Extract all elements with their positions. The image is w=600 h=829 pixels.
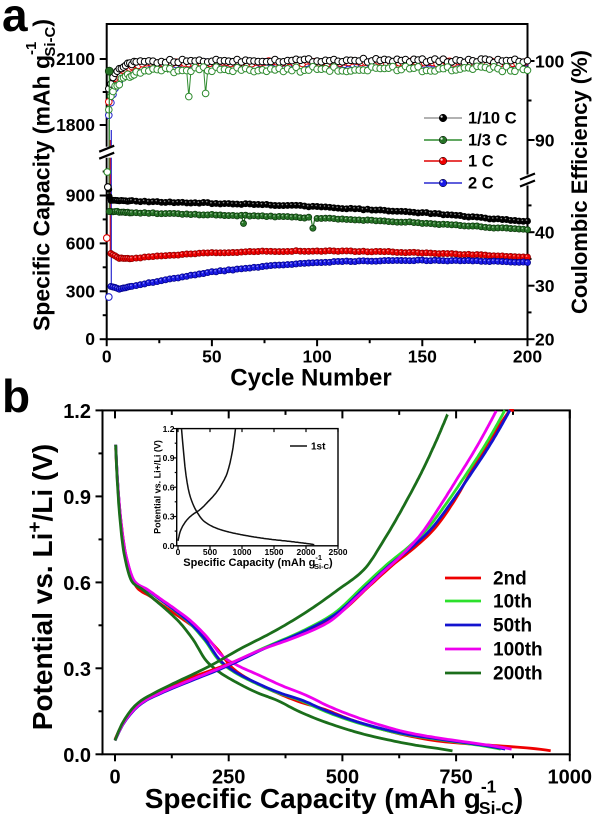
- svg-text:500: 500: [203, 547, 217, 557]
- svg-text:Specific Capacity (mAh g-1Si-C: Specific Capacity (mAh g-1 Si-C): [23, 19, 59, 331]
- svg-text:Specific Capacity (mAh g-1Si-C: Specific Capacity (mAh g-1 Si-C): [183, 553, 333, 571]
- svg-text:1 C: 1 C: [468, 153, 494, 171]
- svg-text:500: 500: [326, 767, 359, 789]
- svg-text:20: 20: [535, 330, 555, 350]
- svg-text:0.3: 0.3: [63, 659, 91, 681]
- svg-text:Potential vs. Li+/Li (V): Potential vs. Li+/Li (V): [153, 440, 163, 534]
- svg-text:Cycle Number: Cycle Number: [230, 365, 391, 392]
- svg-text:200: 200: [513, 347, 542, 367]
- svg-text:0: 0: [176, 547, 181, 557]
- svg-text:300: 300: [66, 281, 95, 301]
- svg-text:1000: 1000: [233, 547, 252, 557]
- svg-text:Specific Capacity (mAh g-1Si-C: Specific Capacity (mAh g-1 Si-C): [145, 777, 523, 819]
- svg-text:Coulombic Efficiency (%): Coulombic Efficiency (%): [567, 50, 592, 314]
- svg-text:0: 0: [85, 329, 95, 349]
- svg-text:100th: 100th: [493, 640, 543, 661]
- svg-text:750: 750: [439, 767, 472, 789]
- svg-text:30: 30: [535, 276, 555, 296]
- svg-text:0.0: 0.0: [163, 541, 175, 551]
- svg-text:Potential vs. Li+/Li (V): Potential vs. Li+/Li (V): [25, 444, 58, 730]
- svg-text:600: 600: [66, 233, 95, 253]
- svg-text:1.2: 1.2: [63, 401, 91, 423]
- svg-text:900: 900: [66, 186, 95, 206]
- svg-text:1.2: 1.2: [163, 424, 175, 434]
- svg-text:10th: 10th: [493, 592, 532, 613]
- svg-text:0.6: 0.6: [163, 482, 175, 492]
- svg-text:a: a: [2, 0, 28, 41]
- svg-text:2nd: 2nd: [493, 569, 527, 590]
- svg-text:0.3: 0.3: [163, 512, 175, 522]
- svg-text:0.6: 0.6: [63, 573, 91, 595]
- svg-text:1500: 1500: [265, 547, 284, 557]
- svg-text:200th: 200th: [493, 664, 543, 685]
- svg-text:2500: 2500: [329, 547, 348, 557]
- svg-text:1800: 1800: [56, 115, 95, 135]
- svg-text:0: 0: [102, 347, 112, 367]
- svg-text:2100: 2100: [56, 49, 95, 69]
- svg-text:0.0: 0.0: [63, 745, 91, 767]
- svg-text:2 C: 2 C: [468, 175, 494, 193]
- svg-text:100: 100: [535, 51, 564, 71]
- svg-text:50: 50: [202, 347, 222, 367]
- svg-text:2000: 2000: [297, 547, 316, 557]
- svg-text:1/10 C: 1/10 C: [468, 110, 517, 128]
- svg-text:1/3 C: 1/3 C: [468, 132, 508, 150]
- svg-text:90: 90: [535, 130, 555, 150]
- svg-text:1st: 1st: [311, 442, 326, 453]
- svg-text:b: b: [2, 370, 30, 422]
- svg-text:0.9: 0.9: [63, 487, 91, 509]
- svg-text:50th: 50th: [493, 616, 532, 637]
- svg-text:1000: 1000: [548, 767, 593, 789]
- svg-text:250: 250: [212, 767, 245, 789]
- svg-text:0.9: 0.9: [163, 453, 175, 463]
- svg-text:100: 100: [302, 347, 331, 367]
- svg-text:0: 0: [109, 767, 120, 789]
- svg-text:150: 150: [408, 347, 437, 367]
- svg-text:40: 40: [535, 223, 555, 243]
